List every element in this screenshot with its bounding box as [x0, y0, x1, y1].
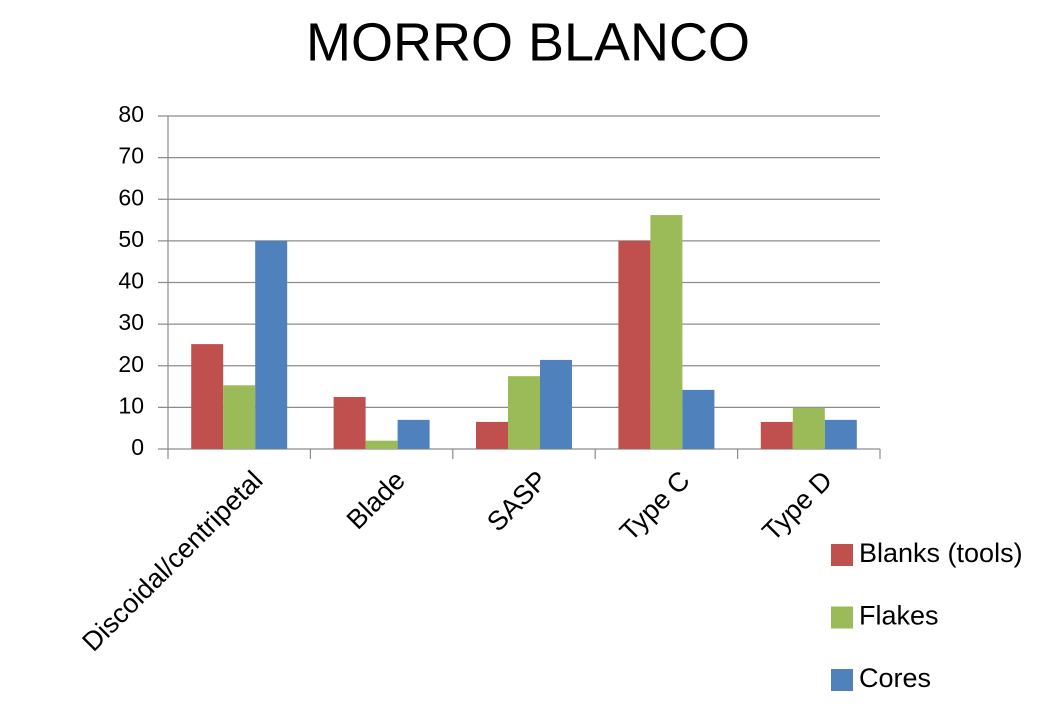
bar: [760, 421, 793, 449]
legend-label: Flakes: [859, 601, 939, 631]
bar: [476, 421, 508, 449]
x-tick-label: Blade: [341, 465, 411, 535]
bar: [365, 440, 398, 449]
legend-label: Blanks (tools): [859, 538, 1023, 568]
bar: [255, 240, 288, 449]
bar: [682, 389, 715, 449]
y-tick-label: 0: [131, 434, 144, 460]
bar: [824, 419, 857, 449]
x-tick-label: Discoidal/centripetal: [76, 465, 268, 657]
y-tick-label: 30: [118, 309, 144, 335]
y-tick-label: 10: [118, 392, 144, 418]
bar: [333, 396, 366, 449]
legend-swatch: [831, 669, 853, 691]
chart-title: MORRO BLANCO: [306, 12, 750, 72]
x-tick-label: SASP: [481, 465, 553, 537]
y-tick-label: 70: [118, 143, 144, 169]
y-tick-label: 20: [118, 351, 144, 377]
legend-label: Cores: [859, 663, 931, 693]
y-tick-label: 40: [118, 268, 144, 294]
legend-swatch: [831, 606, 853, 629]
x-tick-label: Type C: [614, 465, 696, 547]
x-tick-label: Type D: [756, 465, 838, 547]
bar: [191, 344, 224, 449]
bar: [223, 385, 256, 449]
legend-swatch: [831, 544, 853, 566]
bar: [650, 215, 683, 449]
bar: [397, 419, 430, 449]
bar: [508, 376, 540, 449]
bar: [618, 240, 651, 449]
bar: [540, 359, 572, 449]
bar: [792, 407, 825, 449]
y-tick-label: 50: [118, 226, 144, 252]
y-tick-label: 80: [118, 101, 144, 127]
y-tick-label: 60: [118, 184, 144, 210]
